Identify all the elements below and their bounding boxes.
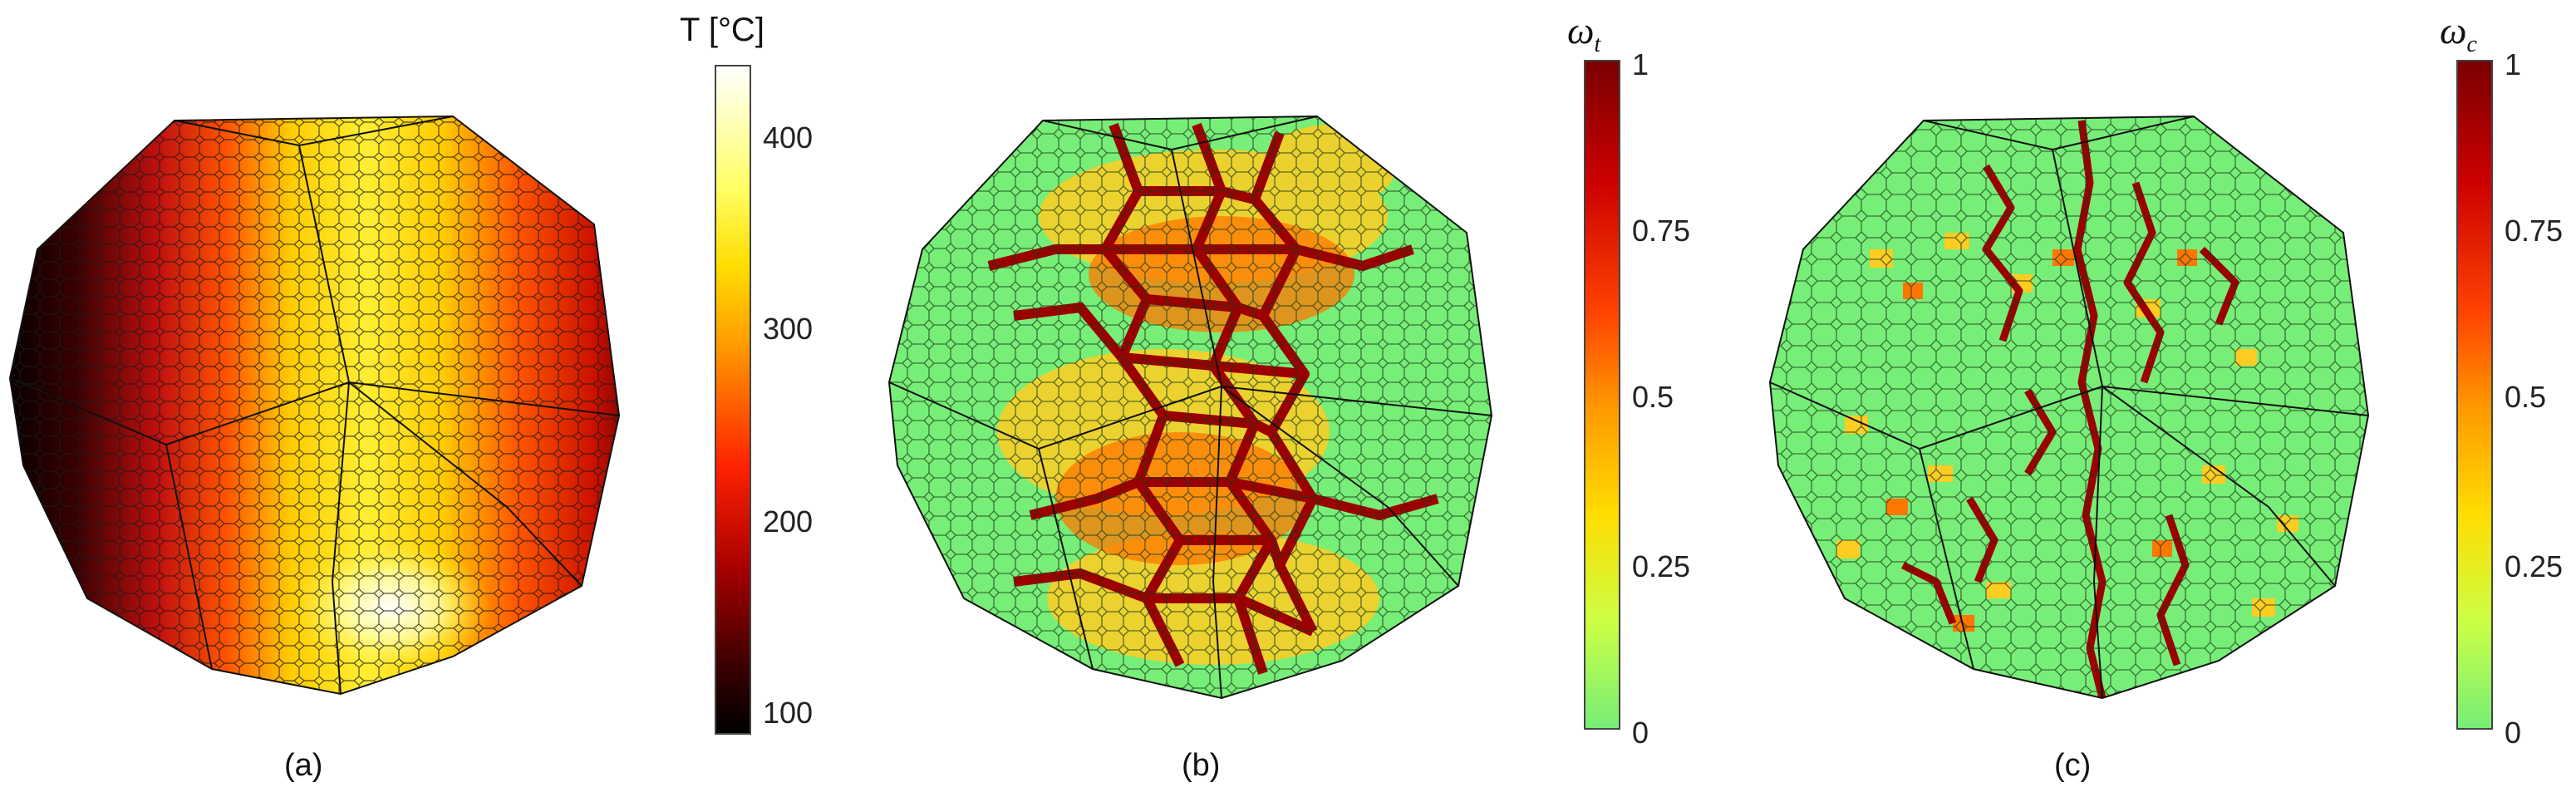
caption-b: (b) (1182, 748, 1221, 783)
temperature-mesh-figure (8, 115, 621, 696)
colorbar-c-tick-05: 0.5 (2505, 380, 2547, 414)
colorbar-b-tick-1: 1 (1632, 47, 1649, 81)
caption-c: (c) (2054, 748, 2092, 783)
colorbar-b-tick-05: 0.5 (1632, 380, 1674, 414)
colorbar-b-title-subscript: t (1594, 32, 1601, 58)
tensile-damage-mesh-figure (887, 115, 1493, 700)
colorbar-a-tick-200: 200 (763, 504, 814, 539)
colorbar-a-tick-100: 100 (763, 696, 814, 730)
colorbar-c-title-symbol: ω (2440, 9, 2467, 52)
polyhedron-edges (887, 115, 1493, 700)
compressive-damage-field (1770, 116, 2368, 698)
colorbar-b-tick-0: 0 (1632, 716, 1649, 750)
colorbar-c (2456, 60, 2493, 730)
colorbar-c-tick-1: 1 (2505, 47, 2522, 81)
colorbar-c-title-subscript: c (2466, 32, 2477, 58)
temperature-field (10, 116, 619, 694)
colorbar-b-tick-075: 0.75 (1632, 214, 1691, 248)
colorbar-c-title: ωc (2440, 8, 2477, 58)
colorbar-b-title: ωt (1567, 8, 1600, 58)
panel-a: T [°C] 400 300 200 100 (a) (0, 0, 831, 797)
colorbar-c-tick-075: 0.75 (2505, 214, 2564, 248)
tensile-damage-field (889, 116, 1492, 698)
polyhedron-edges (1768, 115, 2370, 700)
colorbar-a-tick-400: 400 (763, 121, 814, 155)
caption-a: (a) (284, 748, 323, 783)
colorbar-a-tick-300: 300 (763, 312, 814, 346)
colorbar-b-tick-025: 0.25 (1632, 549, 1691, 583)
panel-c: ωc 1 0.75 0.5 0.25 0 (c) (1737, 0, 2576, 797)
colorbar-c-tick-025: 0.25 (2505, 549, 2564, 583)
colorbar-b (1584, 60, 1620, 730)
colorbar-b-title-symbol: ω (1567, 9, 1595, 52)
polyhedron-edges (8, 115, 621, 696)
panel-b: ωt 1 0.75 0.5 0.25 0 (b) (864, 0, 1720, 797)
colorbar-a (715, 65, 751, 735)
colorbar-c-tick-0: 0 (2505, 716, 2522, 750)
compressive-damage-mesh-figure (1768, 115, 2370, 700)
colorbar-a-title: T [°C] (680, 12, 764, 48)
